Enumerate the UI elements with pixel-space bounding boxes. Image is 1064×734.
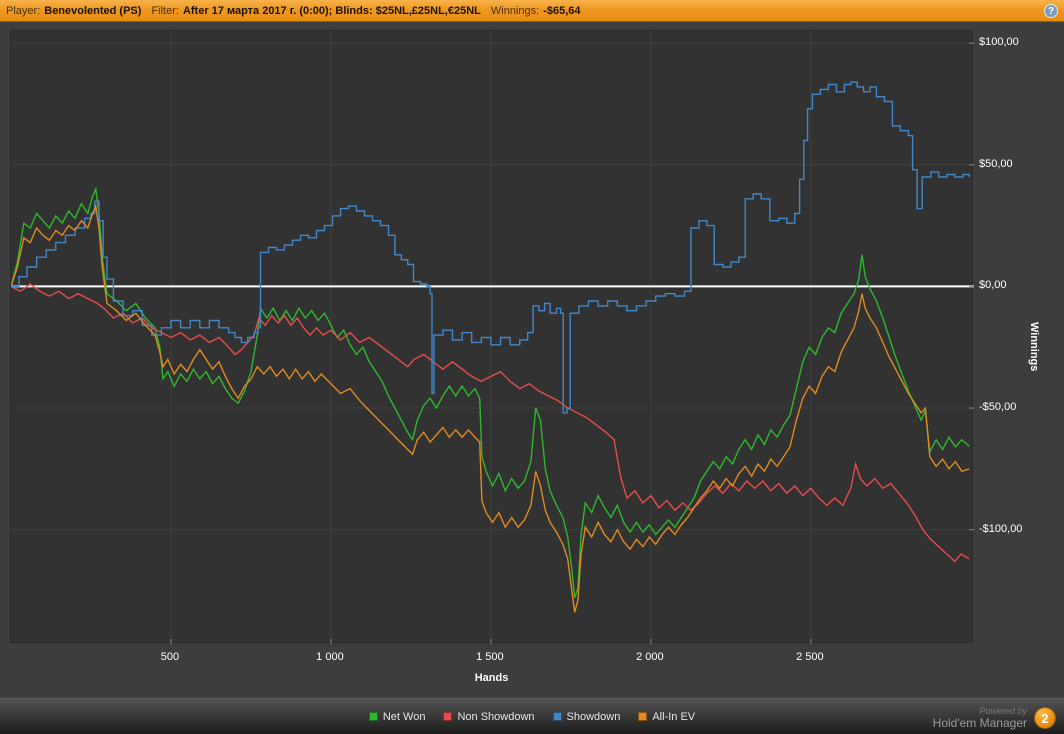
series-line-non-showdown [11, 283, 970, 563]
legend-label: All-In EV [652, 710, 696, 723]
legend-label: Non Showdown [457, 710, 535, 723]
legend-item-showdown[interactable]: Showdown [552, 710, 621, 723]
brand-text: Powered by Hold'em Manager [933, 706, 1027, 730]
player-label: Player: [6, 4, 41, 17]
player-value: Benevolented (PS) [44, 4, 142, 17]
x-axis-tick-label: 1 000 [316, 651, 344, 663]
x-axis-tick-label: 1 500 [476, 651, 504, 663]
y-axis-title: Winnings [1028, 322, 1040, 372]
brand-name: Hold'em Manager [932, 716, 1027, 730]
legend-item-non-showdown[interactable]: Non Showdown [443, 710, 535, 723]
y-axis-tick-label: $50,00 [979, 157, 1013, 170]
x-axis-title: Hands [474, 672, 509, 684]
powered-by-text: Powered by [979, 706, 1027, 716]
series-line-net-won [11, 186, 970, 599]
series-line-showdown [11, 81, 970, 414]
legend-label: Net Won [382, 710, 426, 723]
chart-canvas[interactable] [11, 31, 974, 644]
winnings-graph-panel: Hands Winnings $100,00 $50,00 $0,00 -$50,00… [0, 22, 1064, 698]
plot-area[interactable] [10, 30, 974, 644]
legend-label: Showdown [566, 710, 621, 723]
legend-swatch-non-showdown [443, 712, 453, 721]
y-axis-tick-label: $100,00 [979, 36, 1019, 49]
bottom-bar: Net Won Non Showdown Showdown All-In EV Pow… [0, 698, 1064, 734]
filter-label: Filter: [151, 4, 179, 17]
y-axis-tick-label: -$100,00 [979, 522, 1023, 535]
series-line-all-in-ev [11, 203, 970, 613]
x-axis-tick-label: 2 500 [796, 651, 824, 663]
help-icon[interactable]: ? [1044, 3, 1058, 18]
branding: Powered by Hold'em Manager 2 [933, 706, 1056, 730]
filter-bar: Player: Benevolented (PS) Filter: After … [0, 0, 1064, 22]
y-axis-tick-label: $0,00 [979, 279, 1007, 292]
y-axis-tick-label: -$50,00 [979, 401, 1017, 414]
x-axis-tick-label: 2 000 [636, 651, 664, 663]
legend-swatch-all-in-ev [638, 712, 648, 721]
legend-item-net-won[interactable]: Net Won [368, 710, 426, 723]
x-axis-tick-label: 500 [160, 651, 180, 663]
chart-legend: Net Won Non Showdown Showdown All-In EV [368, 710, 695, 723]
winnings-value: -$65,64 [543, 4, 581, 17]
legend-item-all-in-ev[interactable]: All-In EV [638, 711, 695, 723]
legend-swatch-net-won [368, 712, 378, 721]
hm2-logo: 2 [1034, 707, 1056, 729]
filter-value: After 17 марта 2017 г. (0:00); Blinds: $… [182, 4, 481, 17]
legend-swatch-showdown [552, 712, 562, 721]
winnings-label: Winnings: [490, 4, 540, 17]
